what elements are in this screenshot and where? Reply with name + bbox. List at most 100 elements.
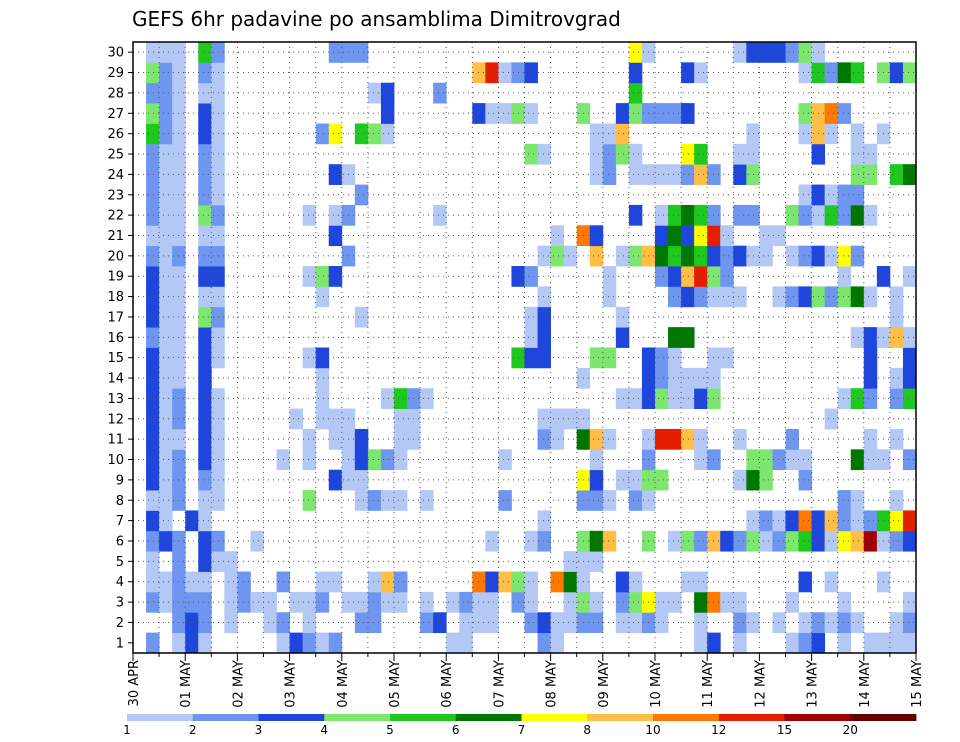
cell-member-15-step-36 bbox=[602, 347, 617, 369]
cell-member-24-step-15 bbox=[328, 164, 343, 185]
cell-member-3-step-5 bbox=[198, 591, 212, 613]
cell-member-3-step-46 bbox=[733, 591, 747, 613]
cell-member-24-step-42 bbox=[681, 164, 695, 185]
cell-member-9-step-15 bbox=[328, 469, 343, 491]
cell-member-25-step-30 bbox=[524, 143, 538, 165]
cell-member-30-step-17 bbox=[354, 42, 369, 63]
cell-member-29-step-55 bbox=[850, 62, 865, 84]
cell-member-13-step-54 bbox=[837, 388, 852, 409]
cell-member-16-step-30 bbox=[524, 327, 538, 348]
cell-member-2-step-43 bbox=[694, 612, 708, 634]
cell-member-7-step-49 bbox=[772, 510, 786, 532]
cell-member-13-step-58 bbox=[889, 388, 904, 409]
colorbar-label: 1 bbox=[123, 723, 131, 737]
cell-member-15-step-31 bbox=[537, 347, 551, 369]
cell-member-21-step-15 bbox=[328, 225, 343, 247]
cell-member-2-step-38 bbox=[628, 612, 643, 634]
cell-member-25-step-42 bbox=[681, 143, 695, 165]
cell-member-9-step-37 bbox=[615, 469, 630, 491]
cell-member-22-step-51 bbox=[798, 204, 812, 226]
cell-member-6-step-36 bbox=[602, 530, 617, 552]
cell-member-23-step-53 bbox=[824, 184, 839, 206]
y-tick-label: 27 bbox=[107, 107, 124, 122]
x-tick-label: 12 MAY bbox=[753, 660, 768, 708]
cell-member-23-step-17 bbox=[354, 184, 369, 206]
cell-member-16-step-58 bbox=[889, 327, 904, 348]
cell-member-7-step-53 bbox=[824, 510, 839, 532]
y-tick-label: 26 bbox=[107, 127, 124, 142]
cell-member-5-step-7 bbox=[224, 551, 238, 572]
cell-member-6-step-45 bbox=[720, 530, 734, 552]
cell-member-6-step-42 bbox=[681, 530, 695, 552]
cell-member-16-step-42 bbox=[681, 327, 695, 348]
cell-member-20-step-45 bbox=[720, 245, 734, 267]
y-tick-label: 5 bbox=[116, 555, 124, 570]
colorbar-segment bbox=[784, 714, 851, 721]
cell-member-22-step-54 bbox=[837, 204, 852, 226]
cell-member-6-step-55 bbox=[850, 530, 865, 552]
y-tick-label: 17 bbox=[107, 310, 124, 325]
cell-member-19-step-13 bbox=[302, 266, 317, 287]
chart-title: GEFS 6hr padavine po ansamblima Dimitrov… bbox=[132, 7, 621, 31]
cell-member-20-step-31 bbox=[537, 245, 551, 267]
cell-member-15-step-13 bbox=[302, 347, 317, 369]
cell-member-8-step-13 bbox=[302, 490, 317, 511]
cell-member-4-step-4 bbox=[185, 571, 199, 593]
cell-member-8-step-54 bbox=[837, 490, 852, 511]
cell-member-9-step-40 bbox=[655, 469, 669, 491]
cell-member-7-step-55 bbox=[850, 510, 865, 532]
cell-member-4-step-42 bbox=[681, 571, 695, 593]
y-tick-label: 30 bbox=[107, 46, 124, 61]
cell-member-11-step-13 bbox=[302, 428, 317, 450]
cell-member-20-step-32 bbox=[550, 245, 565, 267]
cell-member-6-step-54 bbox=[837, 530, 852, 552]
cell-member-19-step-30 bbox=[524, 266, 538, 287]
cells-layer bbox=[146, 42, 917, 654]
cell-member-3-step-2 bbox=[159, 591, 173, 613]
cell-member-17-step-2 bbox=[159, 306, 173, 328]
cell-member-24-step-43 bbox=[694, 164, 708, 185]
cell-member-10-step-17 bbox=[354, 449, 369, 471]
cell-member-17-step-17 bbox=[354, 306, 369, 328]
cell-member-26-step-14 bbox=[315, 123, 330, 145]
cell-member-15-step-35 bbox=[589, 347, 604, 369]
cell-member-25-step-56 bbox=[863, 143, 878, 165]
cell-member-10-step-28 bbox=[498, 449, 512, 471]
y-tick-label: 6 bbox=[116, 534, 124, 549]
cell-member-24-step-1 bbox=[146, 164, 160, 185]
cell-member-17-step-30 bbox=[524, 306, 538, 328]
y-tick-label: 24 bbox=[107, 168, 124, 183]
cell-member-3-step-59 bbox=[902, 591, 917, 613]
x-axis: 30 APR 01 MAY 02 MAY 03 MAY 04 MAY 05 MAY 06 M… bbox=[127, 653, 925, 708]
cell-member-13-step-56 bbox=[863, 388, 878, 409]
x-tick-label: 09 MAY bbox=[597, 660, 612, 708]
x-tick-label: 07 MAY bbox=[492, 660, 507, 708]
cell-member-9-step-38 bbox=[628, 469, 643, 491]
cell-member-28-step-23 bbox=[433, 82, 447, 104]
cell-member-20-step-35 bbox=[589, 245, 604, 267]
cell-member-20-step-41 bbox=[668, 245, 682, 267]
cell-member-7-step-51 bbox=[798, 510, 812, 532]
cell-member-4-step-53 bbox=[824, 571, 839, 593]
cell-member-22-step-53 bbox=[824, 204, 839, 226]
cell-member-1-step-24 bbox=[446, 632, 460, 654]
cell-member-8-step-1 bbox=[146, 490, 160, 511]
x-tick-label: 10 MAY bbox=[649, 660, 664, 708]
cell-member-29-step-30 bbox=[524, 62, 538, 84]
cell-member-2-step-31 bbox=[537, 612, 551, 634]
cell-member-30-step-2 bbox=[159, 42, 173, 63]
y-tick-label: 8 bbox=[116, 494, 124, 509]
cell-member-1-step-46 bbox=[733, 632, 747, 654]
cell-member-21-step-41 bbox=[668, 225, 682, 247]
cell-member-28-step-1 bbox=[146, 82, 160, 104]
cell-member-11-step-15 bbox=[328, 428, 343, 450]
x-tick-label: 01 MAY bbox=[179, 660, 194, 708]
cell-member-11-step-20 bbox=[394, 428, 408, 450]
cell-member-24-step-56 bbox=[863, 164, 878, 185]
cell-member-6-step-43 bbox=[694, 530, 708, 552]
y-tick-label: 22 bbox=[107, 209, 124, 224]
cell-member-25-step-31 bbox=[537, 143, 551, 165]
cell-member-14-step-2 bbox=[159, 367, 173, 389]
cell-member-4-step-26 bbox=[472, 571, 486, 593]
cell-member-24-step-38 bbox=[628, 164, 643, 185]
